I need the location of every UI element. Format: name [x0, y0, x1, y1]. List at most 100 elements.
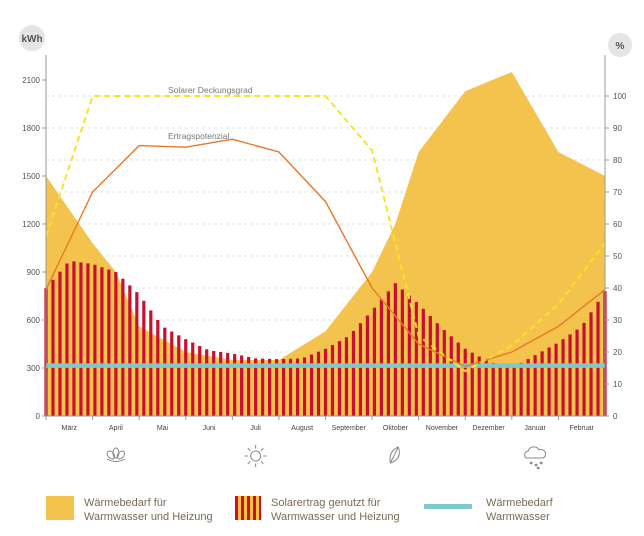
- solar-yield-bar: [582, 322, 586, 416]
- solar-yield-bar: [65, 263, 69, 416]
- month-label: Januar: [524, 425, 546, 432]
- solar-yield-bar: [386, 291, 390, 416]
- month-label: November: [426, 425, 459, 432]
- solar-yield-bar: [351, 330, 356, 416]
- solar-yield-bar: [107, 269, 111, 416]
- right-tick-label: 30: [613, 316, 622, 325]
- right-tick-label: 80: [613, 156, 622, 165]
- legend-item-heat-demand: Wärmebedarf für Warmwasser und Heizung: [46, 496, 234, 524]
- left-tick-label: 900: [27, 268, 41, 277]
- solar-yield-bar: [212, 351, 216, 416]
- right-axis-ticks: 0 10 20 30 40 50 60 70 80 90 100: [605, 92, 627, 421]
- solar-yield-bar: [72, 261, 76, 416]
- solar-yield-bar: [93, 264, 97, 416]
- solar-yield-bar: [358, 323, 363, 416]
- solar-yield-bar: [149, 310, 153, 416]
- solar-yield-bar: [191, 342, 195, 416]
- solar-yield-bar: [198, 345, 202, 416]
- month-label: April: [109, 425, 123, 432]
- solar-yield-bar: [596, 301, 600, 416]
- month-label: März: [62, 425, 78, 432]
- legend-swatch-solar-yield: [235, 496, 261, 520]
- right-tick-label: 0: [613, 412, 618, 421]
- solar-yield-bar: [379, 299, 383, 416]
- month-label: September: [332, 425, 367, 432]
- solar-yield-bar: [330, 344, 335, 416]
- left-tick-label: 2100: [22, 76, 40, 85]
- heat-demand-area: [46, 72, 605, 416]
- solar-yield-bar: [463, 348, 467, 416]
- right-tick-label: 20: [613, 348, 622, 357]
- right-tick-label: 100: [613, 92, 627, 101]
- right-tick-label: 70: [613, 188, 622, 197]
- winter-cloud-snow-icon: [524, 446, 547, 470]
- solar-yield-bar: [163, 327, 167, 416]
- month-label: Oktober: [383, 425, 409, 432]
- percent-badge: [608, 33, 632, 57]
- solar-yield-bar: [184, 339, 188, 416]
- solar-yield-bar: [121, 278, 125, 416]
- solar-yield-bar: [442, 330, 446, 416]
- month-label: Mai: [157, 425, 169, 432]
- month-label: Dezember: [472, 425, 505, 432]
- solar-yield-bar: [100, 267, 104, 416]
- month-labels: März April Mai Juni Juli August September Oktob…: [45, 416, 595, 432]
- solar-yield-bar: [491, 362, 495, 416]
- solar-yield-bar: [337, 341, 342, 416]
- solar-yield-bar: [240, 355, 244, 416]
- right-tick-label: 90: [613, 124, 622, 133]
- annotation-yield-potential: Ertragspotenzial: [168, 131, 230, 141]
- legend-item-hot-water-demand: Wärmebedarf Warmwasser: [424, 496, 636, 524]
- solar-yield-bar: [309, 354, 314, 416]
- solar-yield-bar: [512, 366, 516, 416]
- solar-yield-bar: [233, 354, 237, 416]
- solar-yield-bar: [156, 320, 160, 416]
- summer-sun-icon: [244, 445, 267, 467]
- solar-yield-bar: [128, 285, 132, 416]
- percent-unit-label: %: [616, 41, 625, 52]
- solar-yield-bar: [547, 347, 551, 416]
- legend-label-hot-water-demand: Wärmebedarf Warmwasser: [486, 497, 553, 523]
- solar-yield-bar: [505, 366, 509, 416]
- solar-yield-bar: [316, 351, 321, 416]
- solar-yield-bar: [142, 300, 146, 416]
- left-tick-label: 0: [36, 412, 41, 421]
- legend-swatch-hot-water-demand: [424, 504, 472, 509]
- solar-yield-bar: [421, 308, 425, 416]
- legend-label-heat-demand: Wärmebedarf für Warmwasser und Heizung: [84, 497, 213, 523]
- solar-yield-bar: [519, 362, 523, 416]
- solar-yield-bar: [372, 307, 377, 416]
- solar-yield-bar: [86, 263, 90, 416]
- solar-yield-bar: [568, 334, 572, 416]
- solar-yield-bar: [414, 301, 418, 416]
- kwh-badge: [19, 25, 45, 51]
- solar-yield-bar: [177, 335, 181, 416]
- right-tick-label: 10: [613, 380, 622, 389]
- month-label: Februar: [569, 425, 594, 432]
- solar-yield-bar: [323, 348, 328, 416]
- solar-yield-bar: [344, 337, 349, 416]
- left-tick-label: 1200: [22, 220, 40, 229]
- month-label: August: [291, 425, 313, 432]
- solar-yield-bar: [400, 289, 404, 416]
- solar-coverage-line: [45, 95, 606, 373]
- kwh-unit-label: kWh: [21, 34, 42, 45]
- solar-yield-bar: [435, 323, 439, 416]
- solar-yield-bar: [540, 351, 544, 416]
- month-label: Juni: [203, 425, 216, 432]
- solar-yield-bar: [498, 364, 502, 416]
- solar-yield-bar: [302, 357, 307, 416]
- yield-potential-line: [45, 138, 606, 368]
- solar-yield-bar: [449, 336, 453, 416]
- left-tick-label: 600: [27, 316, 41, 325]
- solar-yield-bar: [477, 356, 481, 416]
- left-axis-ticks: 0 300 600 900 1200 1500 1800 2100: [22, 76, 46, 421]
- autumn-leaf-icon: [389, 446, 400, 464]
- solar-yield-bar: [226, 352, 230, 416]
- solar-yield-bar: [288, 358, 293, 416]
- solar-yield-bar: [575, 329, 579, 416]
- solar-yield-bar: [51, 279, 55, 416]
- solar-yield-bar: [295, 358, 300, 416]
- solar-yield-bar: [247, 356, 251, 416]
- right-tick-label: 50: [613, 252, 622, 261]
